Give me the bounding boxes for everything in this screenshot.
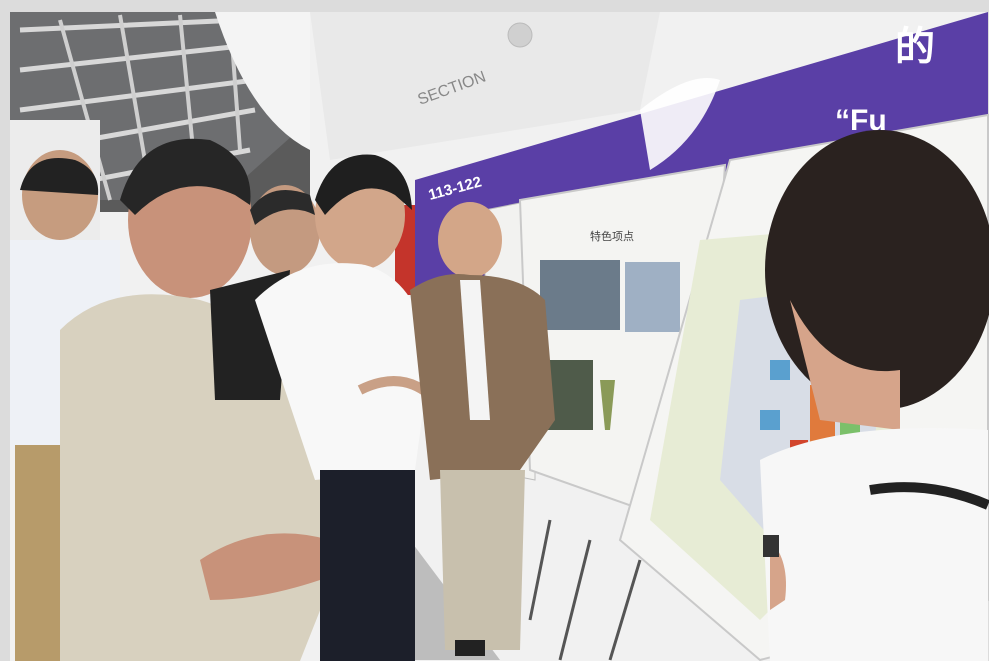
banner-heading: 的 [895,25,935,69]
svg-text:特色项点: 特色项点 [590,229,634,243]
person-brown-blazer [410,202,555,656]
person-white-shirt [255,154,434,661]
section-sign: SECTION [310,12,660,160]
person-foreground-right [760,130,989,661]
